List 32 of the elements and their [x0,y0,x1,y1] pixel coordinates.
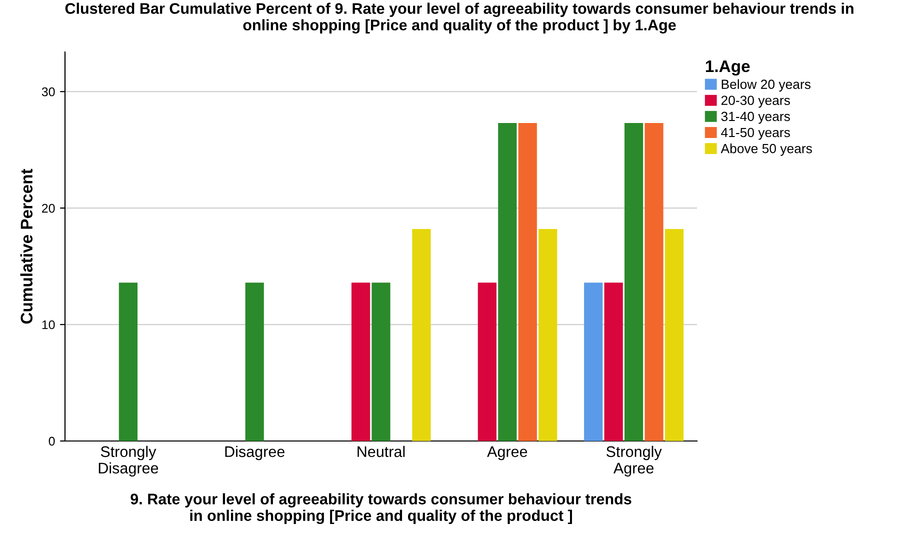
legend-label: 20-30 years [721,96,790,108]
x-tick-label: Strongly Disagree [98,446,158,477]
bar [644,123,664,441]
legend-label: 41-50 years [721,128,790,140]
x-axis-title: 9. Rate your level of agreeability towards consumer behaviour trends in online shopping [Price and quality of the product ] [130,493,632,524]
legend-label: 31-40 years [721,112,790,124]
y-tick-label: 0 [48,436,55,446]
bar [118,282,138,441]
bar [538,229,558,441]
bar [412,229,431,441]
legend-title: 1.Age [706,60,750,76]
y-tick-label: 30 [42,87,55,96]
bar [664,229,684,441]
y-tick-label: 20 [42,204,55,213]
x-tick-label: Agree [487,446,528,460]
y-tick-label: 10 [42,320,55,330]
bar [584,282,603,441]
y-axis-title: Cumulative Percent [20,168,33,324]
chart-title: Clustered Bar Cumulative Percent of 9. Rate your level of agreeability towards consumer behaviour trends in online shopping [Price and quality of the product ] by 1.Age [65,2,854,34]
bar [518,123,537,441]
bar [351,282,370,441]
legend-label: Below 20 years [722,79,810,92]
bar [372,282,390,441]
bar [478,282,496,441]
x-tick-label: Strongly Agree [606,446,662,477]
bar [624,123,644,441]
legend-label: Above 50 years [720,144,812,156]
x-tick-label: Disagree [225,446,284,460]
x-tick-label: Neutral [358,446,405,458]
bar [604,282,623,441]
bar [245,282,264,441]
bar [498,123,517,441]
